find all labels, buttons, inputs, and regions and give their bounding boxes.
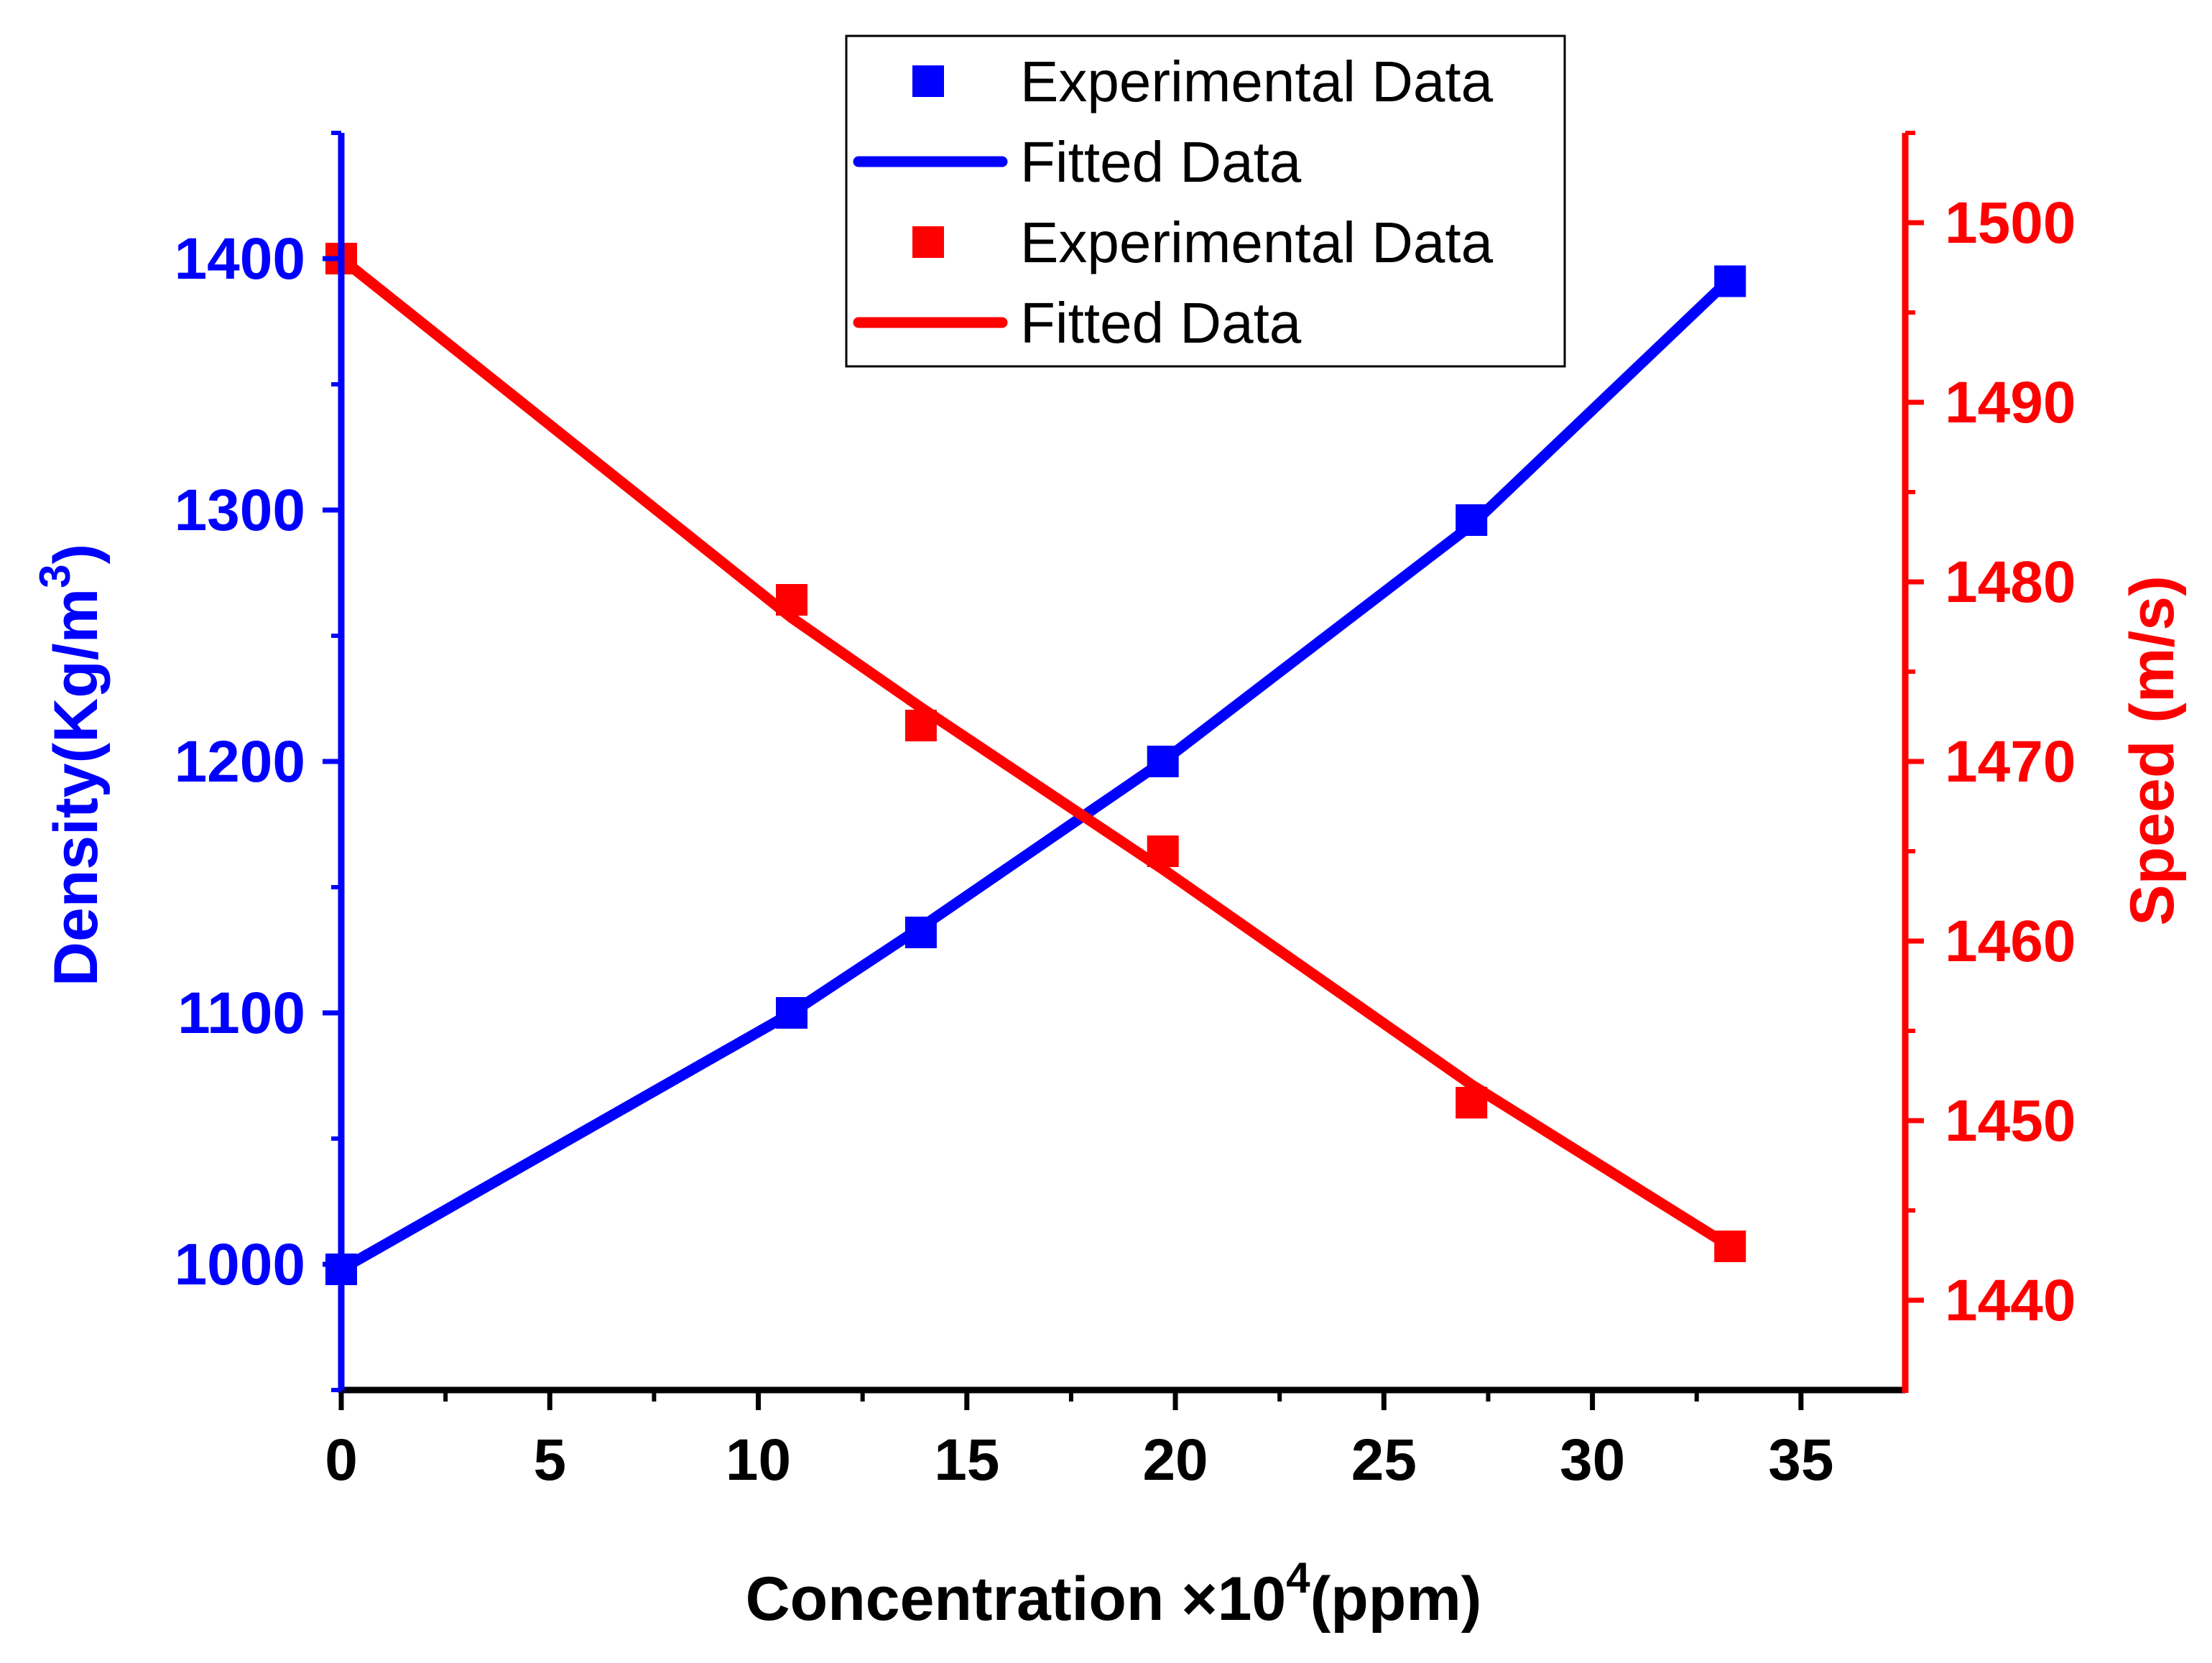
left-axis-title-superscript: 3 [31, 564, 79, 588]
legend-label: Experimental Data [1020, 50, 1494, 114]
legend-marker [912, 226, 944, 258]
x-tick-label: 15 [934, 1427, 999, 1493]
right-tick-label: 1500 [1945, 190, 2076, 256]
legend-label: Fitted Data [1020, 291, 1302, 355]
speed-data-point [1714, 1231, 1746, 1262]
speed-data-point [904, 710, 937, 741]
x-tick-label: 30 [1560, 1427, 1625, 1493]
legend: Experimental Data Fitted Data Experimental… [845, 34, 1566, 368]
right-tick-label: 1480 [1945, 550, 2076, 615]
speed-data-point [776, 584, 807, 616]
right-tick-label: 1490 [1945, 370, 2076, 435]
plot-area [325, 243, 1746, 1285]
left-tick-label: 1000 [175, 1232, 305, 1297]
density-fitted-line [335, 273, 1736, 1275]
x-tick-label: 0 [325, 1427, 358, 1493]
x-axis-title-superscript: 4 [1286, 1554, 1310, 1602]
legend-label: Fitted Data [1020, 130, 1302, 194]
density-data-point [1456, 504, 1488, 536]
right-tick-label: 1450 [1945, 1088, 2076, 1154]
density-data-point [904, 917, 937, 948]
speed-fitted-line [335, 253, 1736, 1252]
speed-data-point [1147, 835, 1179, 867]
right-tick-label: 1470 [1945, 729, 2076, 795]
right-tick-label: 1460 [1945, 909, 2076, 974]
left-tick-label: 1200 [175, 729, 305, 795]
x-tick-label: 25 [1351, 1427, 1417, 1493]
x-tick-label: 35 [1768, 1427, 1833, 1493]
legend-marker [912, 65, 944, 97]
left-tick-label: 1100 [177, 981, 305, 1046]
legend-box [845, 34, 1566, 368]
right-axis-title: Speed (m/s) [2118, 575, 2187, 925]
left-tick-label: 1400 [175, 226, 305, 292]
right-tick-label: 1440 [1945, 1268, 2076, 1333]
x-tick-label: 5 [533, 1427, 566, 1493]
x-tick-label: 20 [1142, 1427, 1208, 1493]
left-axis-title: Density(Kg/m3) [31, 544, 111, 986]
left-tick-label: 1300 [175, 478, 305, 543]
density-data-point [776, 997, 807, 1029]
speed-data-point [1456, 1087, 1488, 1118]
legend-label: Experimental Data [1020, 210, 1494, 274]
density-data-point [1714, 265, 1746, 297]
x-axis-title: Concentration ×104(ppm) [746, 1554, 1482, 1634]
axes: 0 5 10 15 20 25 30 35 1000 1100 1200 1300 1400 1440 14… [175, 131, 2076, 1493]
x-tick-label: 10 [726, 1427, 791, 1493]
density-data-point [1147, 746, 1179, 777]
